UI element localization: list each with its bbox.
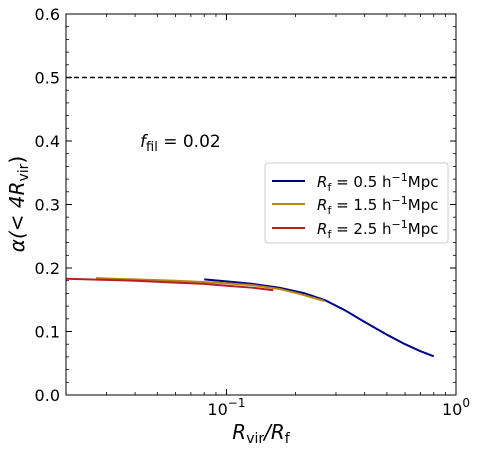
y-tick-label: 0.5	[35, 69, 60, 88]
x-axis-label-sub1: vir	[246, 431, 264, 447]
legend-label-3: Rf = 2.5 h−1Mpc	[317, 218, 438, 241]
legend-label-2: Rf = 1.5 h−1Mpc	[317, 194, 438, 217]
series-line-1	[204, 278, 435, 358]
y-tick-label: 0.2	[35, 259, 60, 278]
legend-label-1: Rf = 0.5 h−1Mpc	[317, 171, 438, 194]
legend-entry-1: Rf = 0.5 h−1Mpc	[272, 171, 438, 194]
series-line-2	[95, 277, 325, 302]
x-tick-label: 100	[442, 396, 470, 419]
y-tick-label: 0.0	[35, 386, 60, 405]
series-line-3	[66, 277, 274, 292]
legend-entry-3: Rf = 2.5 h−1Mpc	[272, 218, 438, 241]
tick-layer: 0.0 0.1 0.2 0.3 0.4 0.5 0.6 10−1 100	[35, 5, 470, 419]
legend-entry-2: Rf = 1.5 h−1Mpc	[272, 194, 438, 217]
series-layer	[66, 277, 435, 358]
x-axis-label: Rvir/Rf	[232, 420, 290, 447]
y-tick-label: 0.6	[35, 5, 60, 24]
x-tick-label: 10−1	[207, 396, 245, 419]
y-axis-label: α(< 4Rvir)	[5, 156, 32, 252]
legend-box	[264, 162, 449, 244]
y-tick-label: 0.3	[35, 196, 60, 215]
y-tick-label: 0.4	[35, 132, 60, 151]
annotation-ffil: ffil = 0.02	[140, 132, 221, 155]
y-tick-label: 0.1	[35, 323, 60, 342]
legend: Rf = 0.5 h−1Mpc Rf = 1.5 h−1Mpc Rf = 2.5…	[264, 162, 449, 244]
